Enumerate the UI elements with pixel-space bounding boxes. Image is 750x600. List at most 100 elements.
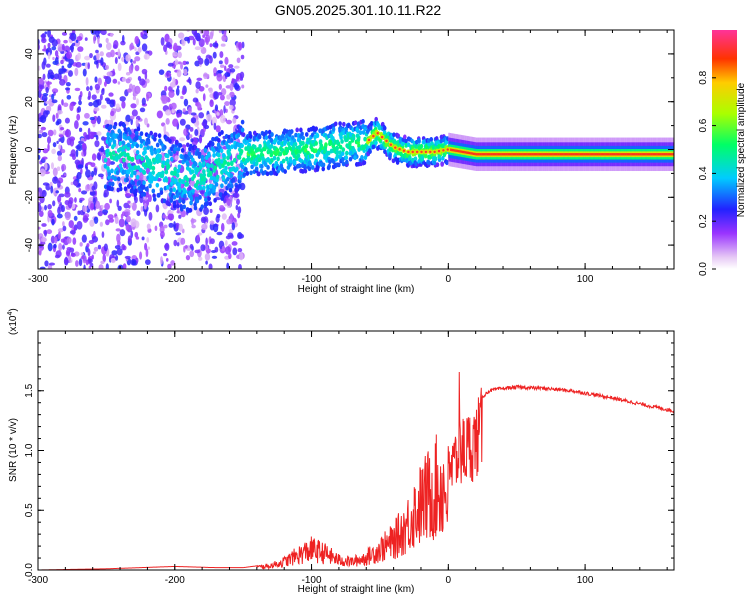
heatmap-cell — [231, 241, 238, 246]
heatmap-cell — [135, 174, 140, 180]
heatmap-cell — [516, 153, 519, 156]
heatmap-cell — [69, 102, 74, 112]
heatmap-cell — [289, 158, 293, 164]
heatmap-cell — [221, 152, 226, 158]
heatmap-cell — [44, 204, 48, 211]
heatmap-cell — [230, 137, 234, 143]
heatmap-cell — [74, 87, 81, 92]
heatmap-cell — [153, 132, 158, 138]
heatmap-cell — [42, 148, 49, 154]
heatmap-cell — [121, 140, 126, 146]
heatmap-cell — [523, 153, 526, 156]
heatmap-cell — [89, 131, 94, 140]
heatmap-cell — [236, 198, 240, 205]
heatmap-cell — [407, 156, 412, 162]
heatmap-cell — [224, 165, 228, 171]
heatmap-cell — [172, 118, 179, 127]
heatmap-cell — [570, 153, 572, 156]
heatmap-cell — [479, 153, 482, 156]
heatmap-cell — [117, 154, 121, 160]
heatmap-cell — [374, 140, 378, 146]
heatmap-cell — [77, 52, 81, 61]
heatmap-cell — [106, 132, 110, 137]
heatmap-cell — [216, 112, 220, 116]
heatmap-cell — [76, 171, 82, 180]
heatmap-cell — [185, 181, 190, 187]
heatmap-cell — [183, 193, 187, 199]
heatmap-cell — [125, 173, 129, 179]
heatmap-cell — [77, 164, 84, 169]
heatmap-cell — [233, 83, 240, 90]
heatmap-cell — [229, 183, 234, 189]
heatmap-cell — [270, 157, 274, 163]
heatmap-cell — [97, 173, 104, 178]
heatmap-cell — [115, 103, 120, 109]
heatmap-cell — [41, 223, 47, 227]
heatmap-cell — [38, 133, 42, 139]
heatmap-cell — [146, 94, 150, 102]
heatmap-cell — [50, 235, 56, 244]
heatmap-cell — [47, 204, 52, 210]
heatmap-cell — [58, 242, 63, 252]
heatmap-cell — [176, 146, 181, 152]
heatmap-cell — [348, 140, 352, 146]
heatmap-cell — [468, 151, 471, 155]
heatmap-cell — [620, 153, 623, 156]
heatmap-cell — [180, 237, 186, 245]
heatmap-cell — [141, 97, 146, 106]
heatmap-cell — [54, 254, 61, 259]
heatmap-cell — [396, 133, 400, 139]
heatmap-cell — [228, 64, 234, 69]
heatmap-cell — [96, 30, 102, 34]
heatmap-cell — [45, 81, 52, 85]
heatmap-cell — [544, 153, 546, 156]
heatmap-cell — [98, 264, 104, 269]
heatmap-cell — [552, 153, 554, 156]
heatmap-cell — [494, 153, 497, 156]
heatmap-cell — [100, 260, 105, 265]
heatmap-cell — [57, 104, 62, 112]
heatmap-cell — [394, 146, 397, 149]
heatmap-cell — [460, 150, 463, 153]
heatmap-cell — [433, 156, 438, 162]
heatmap-cell — [665, 153, 668, 156]
heatmap-cell — [654, 153, 657, 156]
heatmap-cell — [47, 72, 51, 80]
heatmap-cell — [203, 207, 209, 215]
heatmap-cell — [224, 101, 230, 106]
heatmap-cell — [170, 136, 176, 142]
heatmap-cell — [297, 145, 302, 150]
heatmap-cell — [213, 67, 218, 76]
heatmap-cell — [57, 155, 62, 162]
heatmap-cell — [123, 169, 127, 175]
heatmap-cell — [269, 170, 274, 176]
heatmap-cell — [80, 255, 85, 260]
heatmap-cell — [211, 255, 218, 259]
heatmap-cell — [95, 135, 99, 141]
heatmap-cell — [144, 242, 148, 251]
heatmap-cell — [363, 155, 368, 161]
chart-title: GN05.2025.301.10.11.R22 — [275, 2, 442, 18]
heatmap-cell — [86, 161, 93, 165]
heatmap-cell — [628, 153, 631, 156]
heatmap-cell — [192, 97, 199, 103]
heatmap-cell — [158, 158, 162, 163]
heatmap-cell — [357, 143, 361, 149]
heatmap-cell — [134, 130, 139, 136]
heatmap-cell — [301, 135, 306, 141]
heatmap-cell — [115, 170, 120, 176]
heatmap-cell — [78, 258, 83, 267]
heatmap-cell — [229, 98, 236, 107]
heatmap-cell — [99, 221, 103, 227]
y-tick-label: 1.5 — [24, 383, 35, 397]
heatmap-cell — [189, 134, 193, 139]
y-tick-label: 1.0 — [24, 443, 35, 457]
heatmap-cell — [57, 231, 61, 240]
heatmap-cell — [202, 169, 206, 174]
heatmap-cell — [168, 85, 173, 92]
heatmap-cell — [300, 131, 304, 137]
heatmap-cell — [213, 197, 217, 203]
heatmap-cell — [286, 141, 291, 147]
heatmap-cell — [139, 78, 146, 86]
heatmap-cell — [404, 138, 408, 144]
